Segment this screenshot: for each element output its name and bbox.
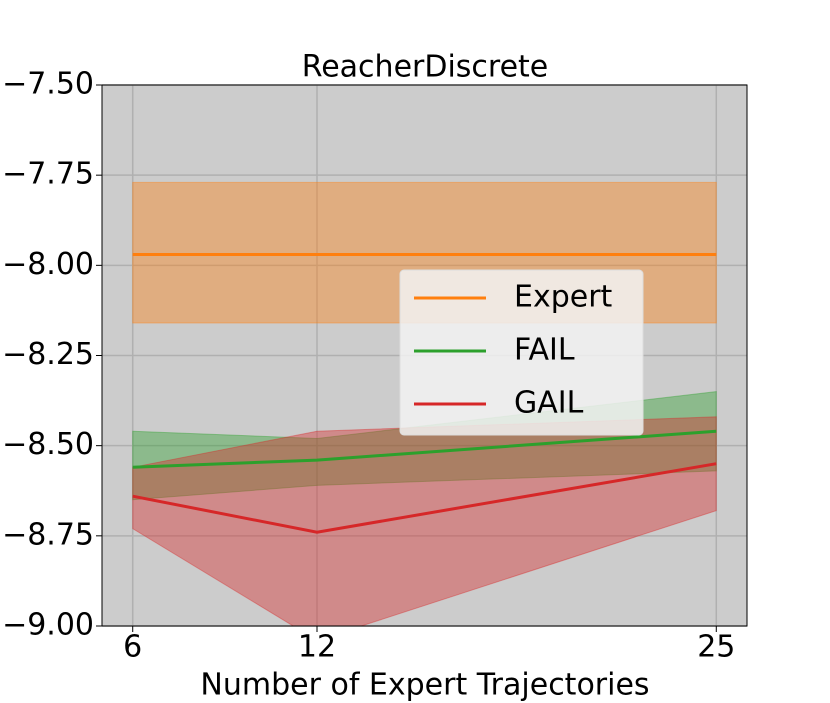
y-tick-label: −7.75 xyxy=(2,157,94,192)
legend-label: FAIL xyxy=(514,333,575,368)
x-tick-label: 25 xyxy=(697,630,735,665)
series-line xyxy=(132,462,717,534)
y-tick-label: −8.25 xyxy=(2,337,94,372)
x-tick-label: 12 xyxy=(298,630,336,665)
series-line xyxy=(132,429,717,469)
x-tick-label: 6 xyxy=(123,630,142,665)
legend-box xyxy=(399,269,644,436)
y-tick-label: −8.00 xyxy=(2,247,94,282)
x-axis-label: Number of Expert Trajectories xyxy=(200,668,649,703)
y-tick-label: −8.75 xyxy=(2,517,94,552)
y-tick-label: −8.50 xyxy=(2,427,94,462)
legend-label: Expert xyxy=(514,280,613,315)
y-tick-label: −9.00 xyxy=(2,608,94,643)
confidence-band xyxy=(132,416,717,626)
y-tick-label: −7.50 xyxy=(2,67,94,102)
chart-title: ReacherDiscrete xyxy=(302,50,549,85)
legend-label: GAIL xyxy=(514,386,584,421)
